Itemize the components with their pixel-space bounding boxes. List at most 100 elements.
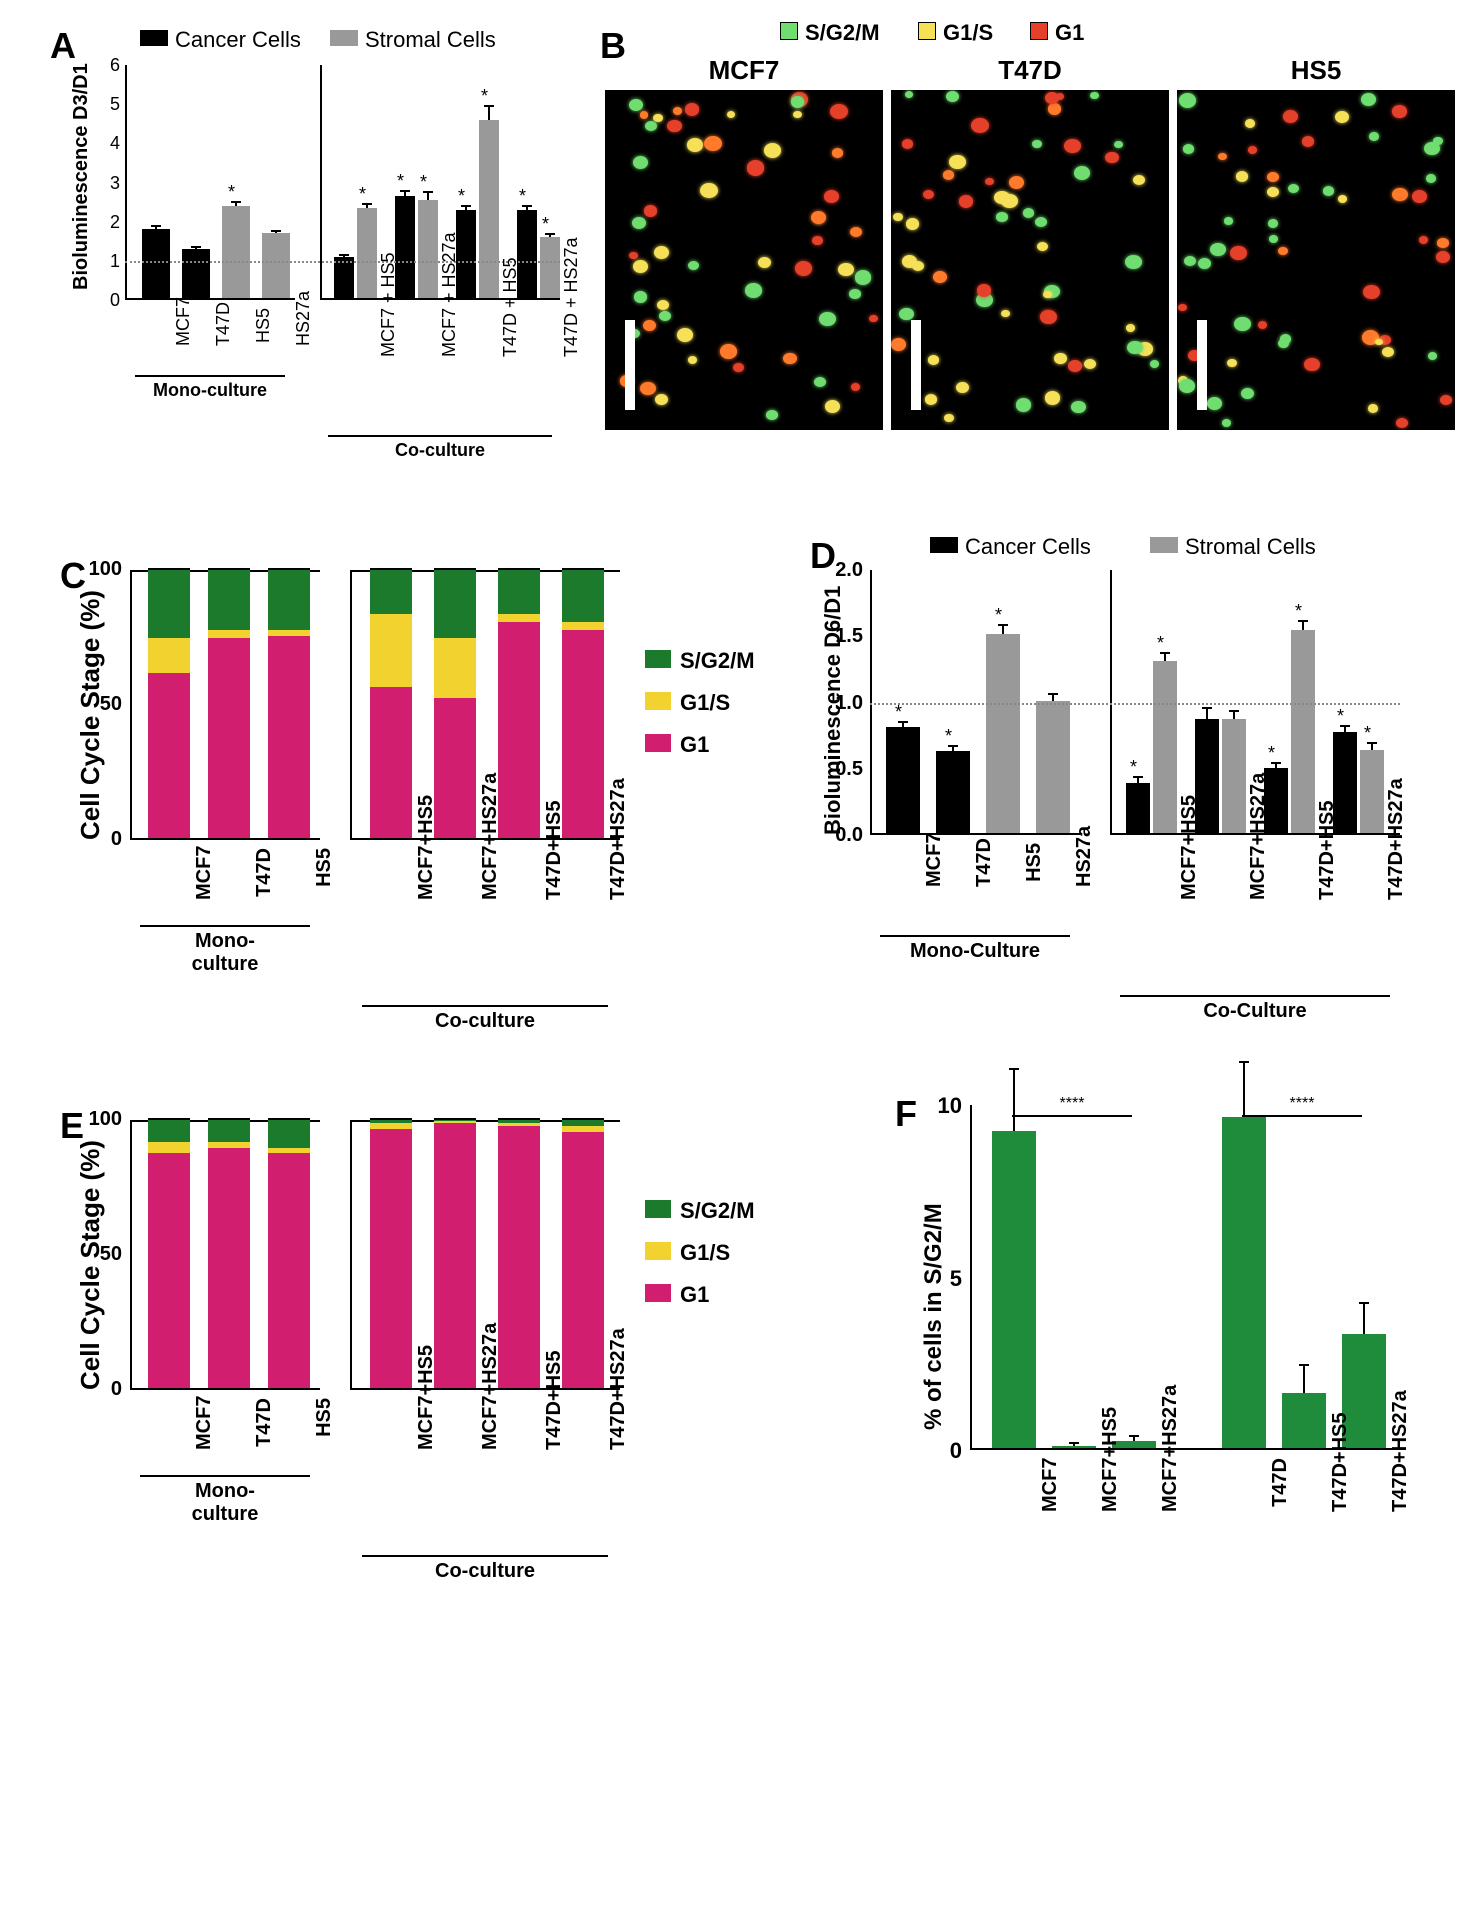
- legend-text: S/G2/M: [680, 648, 755, 674]
- sig-star: *: [359, 184, 366, 205]
- bar: [1153, 661, 1177, 833]
- micrograph-title: HS5: [1177, 55, 1455, 86]
- panel-a-mono: [125, 65, 295, 300]
- bar: [268, 636, 310, 839]
- xlabel: MCF7: [193, 1398, 216, 1450]
- bar: [992, 1131, 1036, 1448]
- xlabel: T47D+HS5: [1329, 1458, 1352, 1512]
- sig-star: *: [397, 171, 404, 192]
- bar: [182, 249, 210, 298]
- bar: [370, 687, 412, 838]
- legend-swatch: [330, 30, 358, 46]
- panel-c-mono: [130, 570, 320, 840]
- bar: [540, 237, 560, 298]
- xlabel: T47D+HS5: [543, 848, 566, 900]
- xlabel: T47D + HS27a: [561, 308, 582, 357]
- xlabel: HS5: [313, 1398, 336, 1450]
- group-underline: [328, 435, 552, 437]
- bar: [434, 698, 476, 838]
- xlabel: MCF7 + HS27a: [439, 308, 460, 357]
- ytick: 0.0: [825, 824, 863, 847]
- legend-swatch: [645, 1284, 671, 1302]
- bar: [418, 200, 438, 298]
- bar: [357, 208, 377, 298]
- legend-text: G1: [680, 732, 709, 758]
- xlabel: T47D+HS5: [543, 1398, 566, 1450]
- bar: [208, 638, 250, 838]
- panel-a-label: A: [50, 25, 76, 67]
- sig-star: *: [1337, 706, 1344, 727]
- sig-star: *: [458, 186, 465, 207]
- legend-text: G1/S: [680, 1240, 730, 1266]
- xlabel: T47D+HS27a: [1389, 1458, 1412, 1512]
- bar: [517, 210, 537, 298]
- group-underline: [140, 925, 310, 927]
- legend-swatch: [918, 22, 936, 40]
- bar: [222, 206, 250, 298]
- sig-label: ****: [1282, 1095, 1322, 1113]
- group-underline: [880, 935, 1070, 937]
- legend-text: G1: [1055, 20, 1084, 46]
- micrograph: [1177, 90, 1455, 430]
- ytick: 2.0: [825, 559, 863, 582]
- xlabel: MCF7 + HS5: [378, 308, 399, 357]
- xlabel: MCF7+HS5: [1099, 1458, 1122, 1512]
- xlabel: MCF7+HS27a: [479, 1398, 502, 1450]
- bar: [456, 210, 476, 298]
- group-underline: [362, 1005, 608, 1007]
- ytick: 2: [95, 212, 120, 233]
- xlabel: MCF7+HS27a: [1159, 1458, 1182, 1512]
- ytick: 0.5: [825, 758, 863, 781]
- xlabel: T47D + HS5: [500, 308, 521, 357]
- sig-bracket: [1012, 1115, 1132, 1117]
- ytick: 50: [82, 1243, 122, 1266]
- bar: [562, 1132, 604, 1389]
- bar: [1222, 1117, 1266, 1448]
- xlabel: T47D+HS27a: [607, 848, 630, 900]
- panel-f-chart: [970, 1105, 1400, 1450]
- bar: [268, 1153, 310, 1388]
- xlabel: HS5: [253, 308, 274, 346]
- xlabel: T47D+HS5: [1316, 843, 1339, 900]
- bar: [986, 634, 1020, 833]
- legend-text: G1/S: [943, 20, 993, 46]
- ytick: 0: [82, 828, 122, 851]
- xlabel: T47D: [253, 1398, 276, 1450]
- legend-text: G1/S: [680, 690, 730, 716]
- xlabel: T47D+HS27a: [607, 1398, 630, 1450]
- bar: [498, 1126, 540, 1388]
- legend-swatch: [645, 1200, 671, 1218]
- group-label: Mono-Culture: [870, 940, 1080, 963]
- group-label: Co-culture: [350, 1010, 620, 1033]
- sig-bracket: [1242, 1115, 1362, 1117]
- xlabel: T47D: [253, 848, 276, 900]
- y-axis-title: % of cells in S/G2/M: [920, 1203, 948, 1430]
- xlabel: HS5: [313, 848, 336, 900]
- group-underline: [1120, 995, 1390, 997]
- group-underline: [362, 1555, 608, 1557]
- bar: [370, 1129, 412, 1388]
- bar: [1036, 701, 1070, 834]
- ytick: 5: [930, 1266, 962, 1292]
- sig-star: *: [1157, 633, 1164, 654]
- legend-swatch: [645, 650, 671, 668]
- ytick: 6: [95, 55, 120, 76]
- ytick: 100: [82, 1108, 122, 1131]
- bar: [1222, 719, 1246, 833]
- xlabel: MCF7: [193, 848, 216, 900]
- panel-f-label: F: [895, 1093, 917, 1135]
- sig-star: *: [420, 172, 427, 193]
- bar: [1360, 750, 1384, 833]
- xlabel: HS27a: [293, 308, 314, 346]
- sig-star: *: [1130, 757, 1137, 778]
- xlabel: MCF7: [173, 308, 194, 346]
- legend-swatch: [645, 692, 671, 710]
- group-label: Co-culture: [350, 1560, 620, 1583]
- bar: [562, 630, 604, 838]
- bar: [886, 727, 920, 833]
- bar: [148, 1153, 190, 1388]
- ytick: 10: [930, 1093, 962, 1119]
- legend-swatch: [645, 734, 671, 752]
- ytick: 1: [95, 251, 120, 272]
- xlabel: MCF7: [923, 843, 946, 887]
